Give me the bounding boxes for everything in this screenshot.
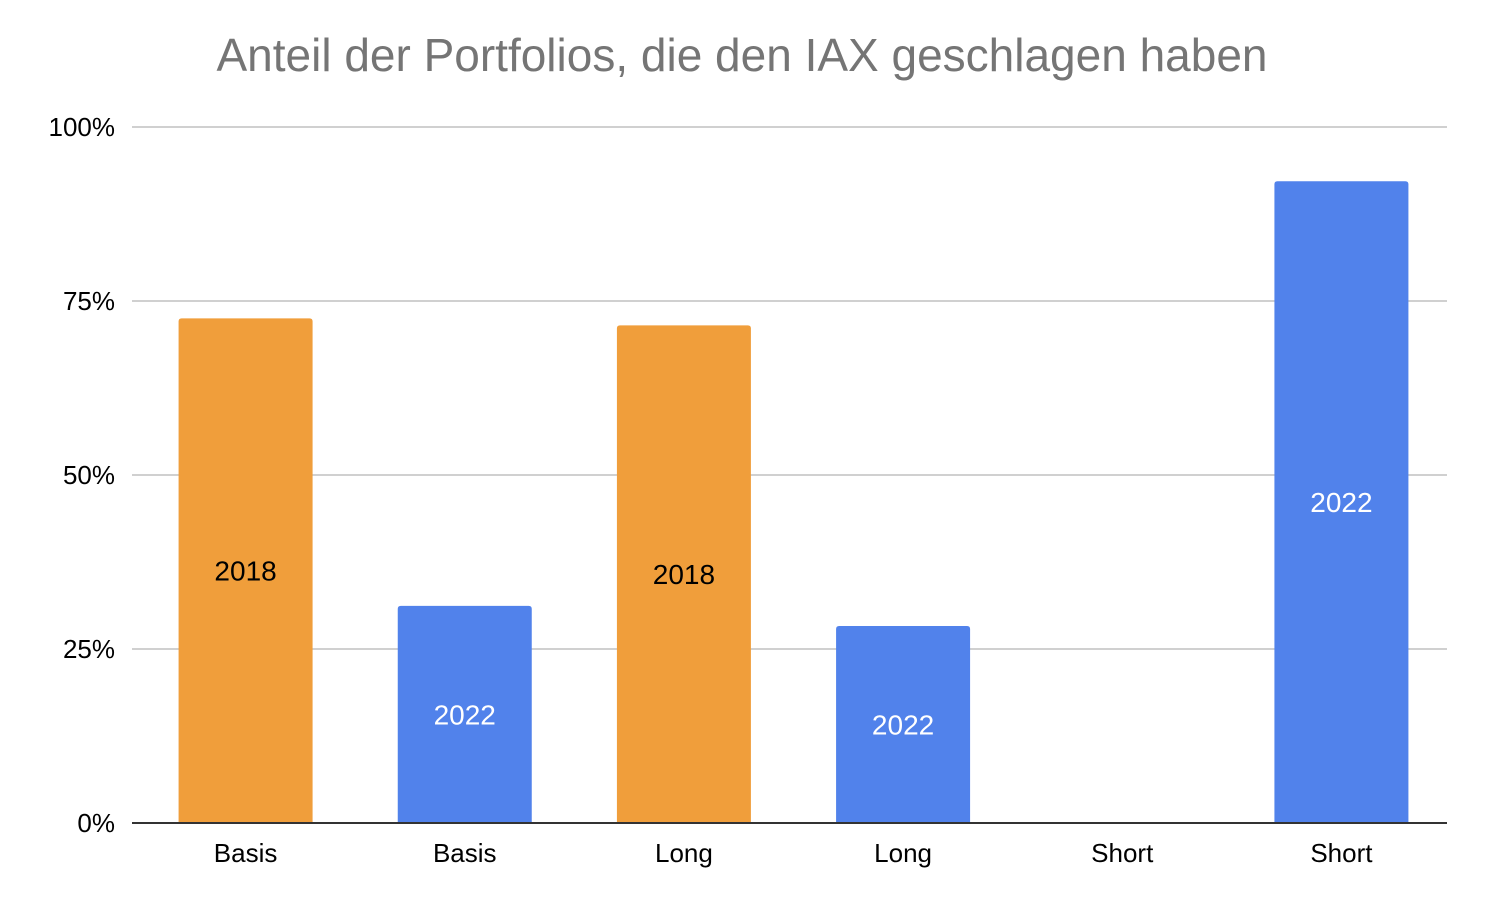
bar-basis-2018 [178, 318, 313, 823]
y-tick-label: 100% [49, 112, 116, 142]
bar-data-label: 2018 [214, 556, 276, 587]
y-tick-label: 0% [77, 808, 115, 838]
bar-data-label: 2022 [434, 699, 496, 730]
y-axis-ticks: 0% 25% 50% 75% 100% [49, 112, 116, 838]
x-tick-label: Short [1310, 838, 1373, 868]
bar-basis-2022 [397, 605, 532, 823]
x-axis-ticks: Basis Basis Long Long Short Short [214, 838, 1373, 868]
bar-short-2022 [1274, 181, 1409, 824]
bar-data-label: 2018 [653, 559, 715, 590]
chart-title: Anteil der Portfolios, die den IAX gesch… [216, 29, 1268, 81]
bar-long-2022 [836, 626, 971, 823]
x-tick-label: Basis [214, 838, 278, 868]
gridlines [132, 126, 1447, 650]
x-tick-label: Long [655, 838, 713, 868]
y-tick-label: 25% [63, 634, 115, 664]
bar-data-label: 2022 [1310, 487, 1372, 518]
x-tick-label: Short [1091, 838, 1154, 868]
y-tick-label: 75% [63, 286, 115, 316]
bar-data-label: 2022 [872, 710, 934, 741]
bar-long-2018 [616, 325, 751, 823]
x-tick-label: Long [874, 838, 932, 868]
bars [178, 181, 1409, 824]
bar-labels: 2018 2022 2018 2022 2022 [214, 487, 1372, 740]
y-tick-label: 50% [63, 460, 115, 490]
x-tick-label: Basis [433, 838, 497, 868]
